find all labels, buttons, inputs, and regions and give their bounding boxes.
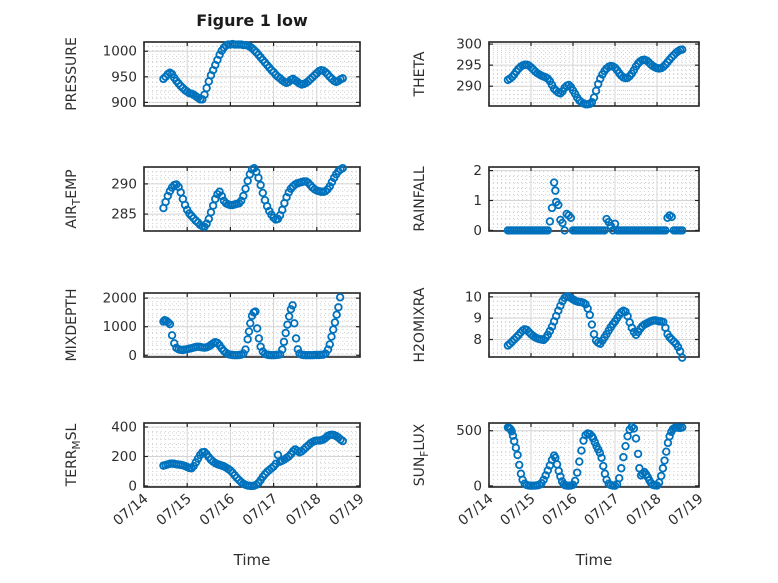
- svg-text:07/14: 07/14: [455, 491, 496, 529]
- svg-text:2: 2: [473, 163, 482, 179]
- svg-text:H2OMIXRA: H2OMIXRA: [412, 287, 428, 362]
- svg-text:295: 295: [456, 58, 482, 74]
- svg-text:500: 500: [456, 423, 482, 439]
- figure-title: Figure 1 low: [196, 11, 308, 30]
- svg-text:07/15: 07/15: [497, 491, 538, 529]
- subplot-theta: 290 295 300 THETA: [412, 37, 700, 109]
- subplot-rainfall: 0 1 2 RAINFALL: [412, 163, 700, 239]
- svg-text:10: 10: [465, 289, 482, 305]
- svg-text:07/18: 07/18: [623, 491, 664, 529]
- svg-text:400: 400: [111, 419, 137, 435]
- svg-text:07/16: 07/16: [197, 491, 238, 529]
- subplot-h2omixra: 8 9 10 H2OMIXRA: [412, 287, 700, 363]
- svg-text:THETA: THETA: [412, 51, 428, 97]
- svg-text:07/14: 07/14: [110, 491, 151, 529]
- subplot-sunflux: 0 500 SUNFLUX 07/14 07/15 07/16 07/17 07/18 07/1…: [412, 422, 707, 529]
- svg-text:200: 200: [111, 449, 137, 465]
- svg-text:RAINFALL: RAINFALL: [412, 166, 428, 231]
- svg-text:2000: 2000: [103, 291, 137, 307]
- subplot-terrmsl: 0 200 400 TERRMSL 07/14 07/15 07/16 07/17 07/18 0…: [64, 419, 368, 529]
- svg-text:8: 8: [473, 332, 482, 348]
- svg-text:300: 300: [456, 37, 482, 53]
- svg-text:07/15: 07/15: [154, 491, 195, 529]
- svg-text:07/19: 07/19: [326, 491, 367, 529]
- svg-text:SUNFLUX: SUNFLUX: [412, 423, 431, 486]
- svg-text:MIXDEPTH: MIXDEPTH: [64, 289, 80, 362]
- svg-text:07/16: 07/16: [539, 491, 580, 529]
- subplot-pressure: 900 950 1000 PRESSURE: [64, 37, 361, 111]
- svg-text:AIRTEMP: AIRTEMP: [64, 169, 83, 228]
- svg-text:07/19: 07/19: [665, 491, 706, 529]
- svg-text:0: 0: [473, 478, 482, 494]
- subplot-airtemp: 285 290 AIRTEMP: [64, 164, 361, 232]
- svg-text:1000: 1000: [103, 319, 137, 335]
- svg-text:290: 290: [456, 79, 482, 95]
- svg-text:1000: 1000: [103, 44, 137, 60]
- svg-text:0: 0: [128, 478, 137, 494]
- svg-text:07/17: 07/17: [240, 491, 281, 529]
- svg-text:07/18: 07/18: [283, 491, 324, 529]
- svg-text:9: 9: [473, 311, 482, 327]
- x-axis-label-left: Time: [233, 551, 271, 569]
- svg-text:07/17: 07/17: [581, 491, 622, 529]
- subplot-mixdepth: 0 1000 2000 MIXDEPTH: [64, 289, 361, 364]
- x-axis-label-right: Time: [575, 551, 613, 569]
- svg-text:0: 0: [128, 348, 137, 364]
- svg-text:950: 950: [111, 69, 137, 85]
- svg-text:1: 1: [473, 193, 482, 209]
- svg-text:0: 0: [473, 223, 482, 239]
- svg-text:TERRMSL: TERRMSL: [64, 423, 83, 487]
- svg-text:285: 285: [111, 207, 137, 223]
- svg-text:PRESSURE: PRESSURE: [64, 37, 80, 111]
- svg-text:900: 900: [111, 95, 137, 111]
- svg-text:290: 290: [111, 176, 137, 192]
